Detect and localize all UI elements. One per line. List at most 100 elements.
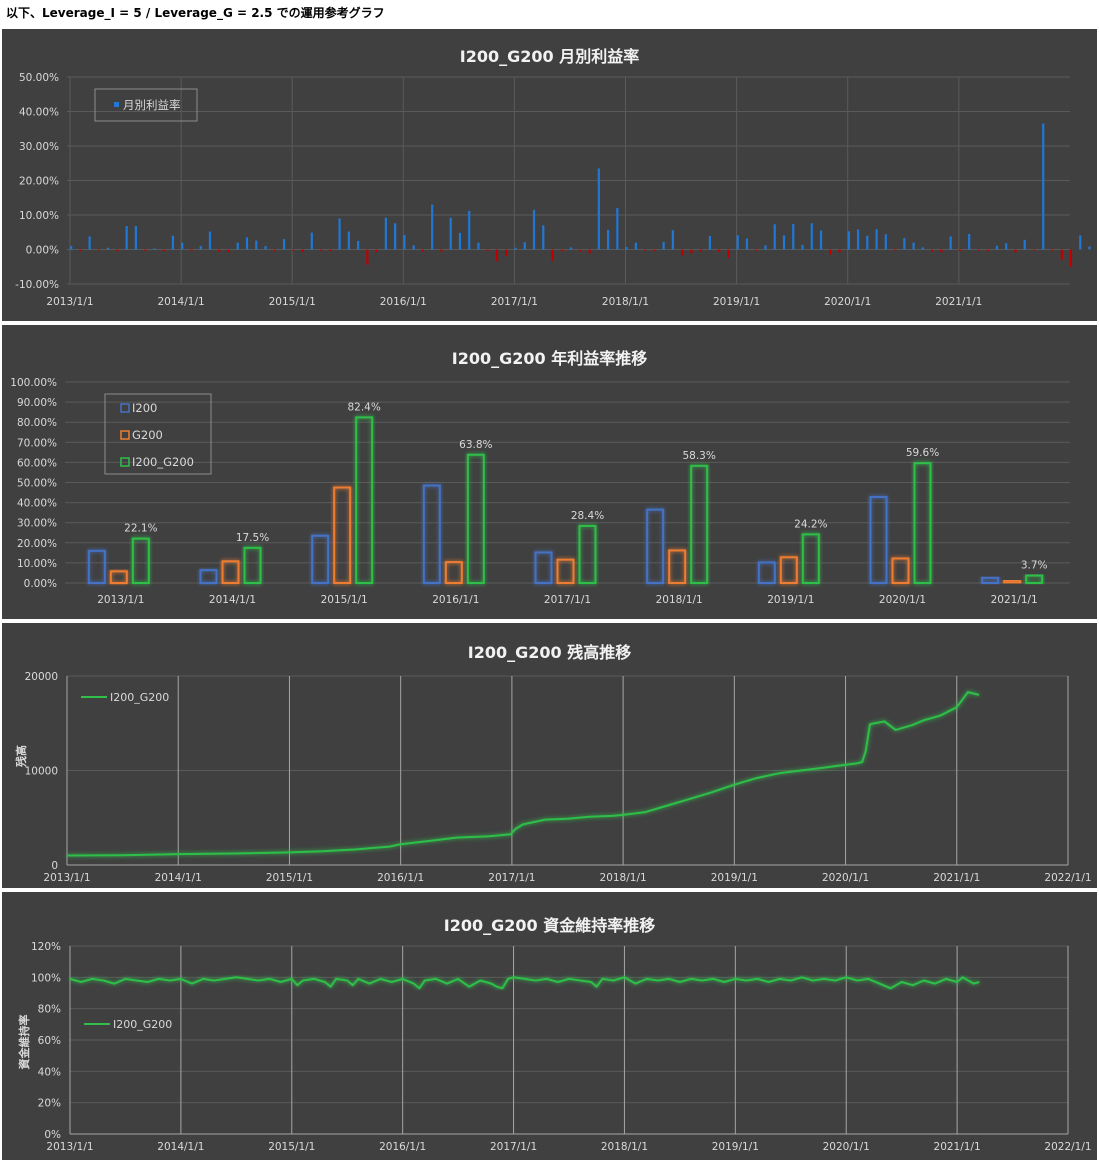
month-bar [838,249,841,253]
x-tick-label: 2018/1/1 [601,1141,648,1153]
y-axis-label: 資金維持率 [17,1015,31,1070]
month-bar [190,249,193,251]
yearly-chart: 100.00% 90.00% 80.00% 70.00% 60.00% 50.00% 40.… [10,377,1070,606]
month-bar [1060,249,1063,260]
year-bar-i200 [87,549,106,584]
month-bar [727,249,730,258]
month-bar [560,249,563,252]
month-bar [579,249,582,252]
month-bar [718,249,721,252]
data-label: 22.1% [124,523,157,535]
month-bar [273,249,276,252]
y-tick-label: 10.00% [17,558,57,570]
month-bar [319,249,323,251]
series-line [69,976,980,990]
month-bar [107,247,110,250]
month-bar [1032,249,1036,251]
month-bar [597,168,600,250]
y-tick-label: 80.00% [17,417,57,429]
month-bar [940,249,943,253]
month-bar [801,245,804,250]
y-tick-label: 20.00% [17,538,57,550]
x-tick-label: 2014/1/1 [209,594,256,606]
month-bar [653,249,656,252]
month-bar [884,234,887,250]
month-bar [625,247,628,250]
month-bar [773,224,776,250]
month-bar [218,249,221,252]
month-bar [227,249,230,253]
month-bar [569,247,573,250]
month-bar [903,238,906,250]
y-tick-label: 0.00% [26,245,59,257]
month-bar [403,235,406,250]
x-tick-label: 2017/1/1 [488,872,535,884]
y-tick-label: 0.00% [24,578,57,590]
x-tick-label: 2022/1/1 [1044,1141,1091,1153]
month-bar [208,231,212,250]
data-label: 24.2% [794,518,827,530]
y-tick-label: 10.00% [19,210,59,222]
month-bar [357,240,360,250]
x-tick-label: 2021/1/1 [935,296,982,308]
year-bar-i200 [422,484,441,584]
x-tick-label: 2016/1/1 [432,594,479,606]
year-bar-i200-g200 [355,416,374,584]
month-bar [1051,249,1054,251]
month-bar [523,242,526,250]
month-bar [144,249,147,251]
month-bar [1079,235,1082,250]
month-bar [745,238,749,250]
month-bar [347,231,350,250]
x-tick-label: 2021/1/1 [991,594,1038,606]
legend-label: 月別利益率 [123,98,181,112]
year-bar-i200-g200 [578,524,597,584]
year-bar-i200 [534,551,553,584]
month-bar [1042,123,1045,250]
year-bar-g200 [1003,579,1022,585]
x-tick-label: 2016/1/1 [380,296,427,308]
month-bar [366,249,369,265]
month-bar [912,242,915,250]
x-tick-label: 2018/1/1 [602,296,649,308]
y-tick-label: 60% [38,1035,61,1047]
month-bar [856,229,860,250]
month-bar [329,249,332,252]
legend-label: I200_G200 [132,455,194,469]
year-bar-i200-g200 [690,464,709,584]
month-bar [782,235,786,250]
year-bar-i200-g200 [131,537,150,584]
month-bar [634,242,637,250]
month-bar [662,241,665,250]
month-bar [79,249,82,252]
year-bar-g200 [444,561,463,584]
y-tick-label: 20000 [25,671,58,683]
year-bar-i200-g200 [466,453,485,584]
x-tick-label: 2015/1/1 [266,872,313,884]
legend-label: I200_G200 [110,691,169,704]
month-bar [412,245,415,250]
month-bar [292,249,295,251]
month-bar [736,235,739,250]
month-bar [70,246,73,250]
x-tick-label: 2014/1/1 [155,872,202,884]
x-tick-label: 2017/1/1 [490,1141,537,1153]
x-tick-label: 2020/1/1 [823,1141,870,1153]
month-bar [1023,239,1026,250]
year-bar-i200-g200 [913,462,932,584]
legend-box [104,393,212,475]
month-bar [866,235,869,250]
month-bar [875,229,878,250]
x-tick-label: 2015/1/1 [321,594,368,606]
balance-chart-panel: I200_G200 残高推移 20000 10000 0 2013/1/1 2014/1… [2,623,1097,888]
month-bar [495,249,499,262]
y-tick-label: 70.00% [17,437,57,449]
month-bar [236,242,239,250]
legend-swatch [120,457,130,467]
month-bar [245,237,249,250]
month-bar [810,223,813,250]
month-bar [968,233,971,250]
y-tick-label: 20% [38,1098,61,1110]
month-bar [421,249,425,252]
month-bar [1005,243,1008,250]
